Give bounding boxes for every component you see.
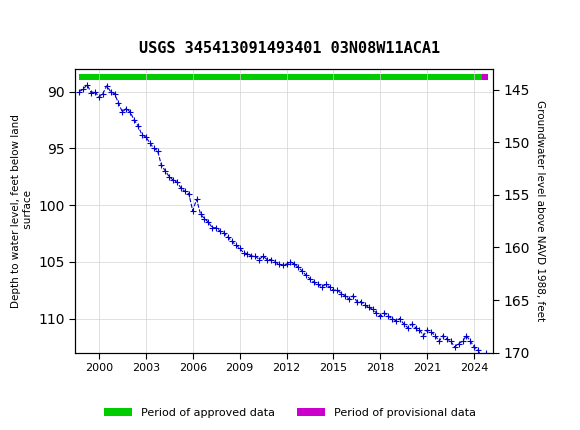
Legend: Period of approved data, Period of provisional data: Period of approved data, Period of provi… <box>100 403 480 422</box>
Y-axis label: Depth to water level, feet below land
 surface: Depth to water level, feet below land su… <box>12 114 33 307</box>
Y-axis label: Groundwater level above NAVD 1988, feet: Groundwater level above NAVD 1988, feet <box>535 100 545 321</box>
Text: ≡USGS: ≡USGS <box>12 16 70 35</box>
Text: USGS 345413091493401 03N08W11ACA1: USGS 345413091493401 03N08W11ACA1 <box>139 41 441 56</box>
